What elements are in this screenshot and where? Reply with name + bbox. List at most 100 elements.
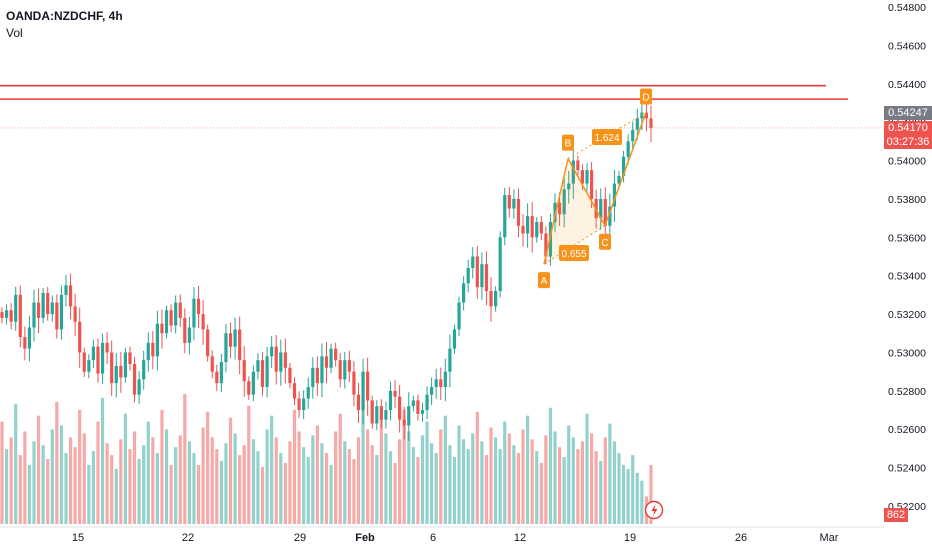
- volume-bar: [416, 457, 420, 524]
- candle-body: [535, 221, 539, 238]
- volume-bar: [471, 433, 475, 524]
- volume-bar: [228, 417, 233, 524]
- candle-body: [334, 348, 338, 361]
- price-tick-label: 0.53200: [888, 309, 926, 321]
- volume-bar: [4, 449, 9, 524]
- volume-bar: [612, 441, 617, 524]
- candle-body: [649, 118, 653, 128]
- lightning-icon: [651, 504, 658, 516]
- volume-bar: [292, 409, 297, 524]
- volume-bar: [530, 439, 534, 524]
- candle-body: [128, 352, 132, 364]
- volume-bar: [379, 417, 383, 524]
- candle-body: [260, 360, 265, 388]
- volume-bar: [46, 459, 50, 524]
- volume-bar: [512, 445, 516, 524]
- pattern-leg: [567, 158, 606, 227]
- volume-bar: [183, 394, 187, 524]
- time-axis: 15 22 29 Feb 6 12 19 26 Mar: [72, 532, 839, 544]
- candle-body: [164, 310, 169, 334]
- volume-bar: [132, 431, 137, 524]
- candle-body: [571, 160, 575, 184]
- candle-body: [494, 291, 498, 307]
- candle-body: [530, 216, 534, 238]
- candle-body: [411, 400, 415, 407]
- volume-bar: [334, 431, 338, 524]
- candle-body: [562, 189, 566, 215]
- volume-bar: [521, 429, 525, 524]
- candle-body: [315, 367, 319, 384]
- volume-bar: [557, 447, 562, 524]
- candle-body: [219, 362, 223, 384]
- horizontal-lines[interactable]: [0, 84, 884, 129]
- volume-bar: [251, 439, 255, 524]
- volume-bar: [594, 451, 598, 524]
- volume-bar: [617, 453, 621, 524]
- harmonic-pattern[interactable]: A B C D 0.655 1.624: [538, 88, 652, 289]
- candle-body: [91, 346, 96, 361]
- volume-bar: [247, 405, 251, 524]
- volume-bar: [539, 462, 543, 524]
- volume-bar: [503, 421, 507, 524]
- volume-bar: [430, 443, 434, 524]
- volume-bar: [411, 447, 415, 524]
- candle-body: [196, 298, 201, 315]
- bar-countdown: 03:27:36: [886, 135, 930, 148]
- pattern-ratio-badge: [592, 129, 622, 145]
- candle-body: [160, 323, 164, 334]
- candle-body: [430, 387, 434, 395]
- time-tick-label: Feb: [355, 532, 375, 544]
- volume-bar: [297, 431, 301, 524]
- volume-bar: [585, 413, 589, 524]
- price-tick-label: 0.54400: [888, 79, 926, 91]
- volume-bar: [315, 425, 319, 524]
- candle-body: [41, 292, 45, 318]
- volume-bar: [36, 415, 41, 524]
- candle-body: [50, 302, 54, 315]
- pattern-leg: [543, 158, 569, 265]
- candle-body: [393, 390, 397, 397]
- volume-bar: [270, 415, 274, 524]
- price-tick-label: 0.54600: [888, 40, 926, 52]
- volume-bar: [192, 453, 196, 524]
- symbol-title: OANDA:NZDCHF, 4h: [6, 9, 123, 23]
- candle-body: [82, 352, 86, 372]
- candle-body: [9, 310, 13, 322]
- volume-bar: [174, 447, 178, 524]
- volume-bar: [393, 462, 397, 524]
- volume-bar: [233, 433, 237, 524]
- candle-body: [507, 195, 511, 209]
- candle-body: [585, 170, 589, 184]
- candle-body: [201, 314, 205, 330]
- candle-body: [36, 302, 41, 318]
- volume-bar: [169, 464, 173, 524]
- volume-bar: [64, 453, 68, 524]
- candle-body: [608, 206, 612, 226]
- candle-body: [352, 371, 356, 395]
- price-tick-label: 0.52800: [888, 386, 926, 398]
- volume-bar: [110, 455, 114, 524]
- volume-bar: [352, 459, 356, 524]
- candle-body: [489, 291, 493, 307]
- time-tick-label: 6: [430, 532, 436, 544]
- candle-body: [361, 371, 365, 411]
- volume-bar: [462, 439, 466, 524]
- volume-bar: [119, 439, 123, 524]
- candle-body: [27, 327, 32, 349]
- candle-body: [484, 264, 489, 292]
- volume-bar: [78, 409, 82, 524]
- volume-bar: [137, 459, 141, 524]
- volume-bar: [516, 453, 521, 524]
- volume-bar: [361, 403, 365, 524]
- volume-bar: [384, 433, 388, 524]
- volume-bar: [484, 455, 489, 524]
- volume-bar: [18, 455, 22, 524]
- time-tick-label: 22: [182, 532, 194, 544]
- volume-bar: [457, 425, 461, 524]
- volume-bar: [59, 425, 64, 524]
- volume-value-label: 862: [886, 509, 906, 521]
- volume-bar: [343, 441, 347, 524]
- volume-bar: [535, 451, 539, 524]
- pattern-point-label: A: [541, 276, 548, 287]
